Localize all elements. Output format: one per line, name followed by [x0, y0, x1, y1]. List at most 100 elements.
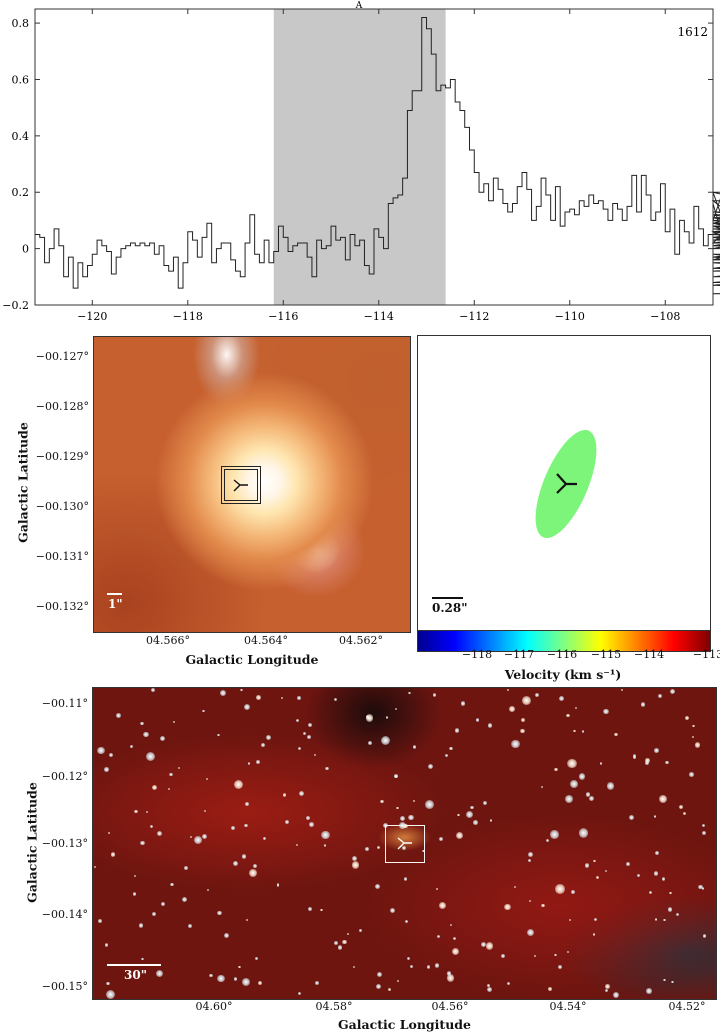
spectrum-x-tick-label: −108	[650, 310, 680, 323]
star	[233, 977, 238, 982]
star	[606, 782, 614, 790]
colorbar-tick-label: −113	[692, 648, 720, 661]
velocity-panel: 0.28" −118 −117 −116 −115 −114 −113 Velocity …	[415, 335, 720, 695]
star	[307, 734, 311, 739]
star	[413, 800, 416, 803]
velocity-scale-bar-label: 0.28"	[432, 601, 468, 615]
star	[554, 767, 558, 771]
spectrum-x-tick-label: −118	[173, 310, 203, 323]
star	[298, 746, 302, 750]
star	[245, 801, 249, 806]
star	[475, 718, 480, 722]
star	[217, 910, 222, 916]
spectrum-x-tick-label: −110	[555, 310, 585, 323]
colorbar-tick-label: −118	[461, 648, 493, 661]
wide-y-tick-label: −00.15°	[41, 980, 88, 993]
velocity-frame: 0.28"	[417, 335, 711, 631]
star	[453, 937, 457, 941]
star	[579, 828, 589, 838]
star	[528, 852, 534, 857]
star	[203, 809, 207, 813]
velocity-scale-bar	[432, 597, 463, 599]
zoom-scale-bar	[107, 593, 122, 595]
maser-marker-icon	[233, 479, 248, 492]
star	[439, 902, 446, 909]
zoom-y-tick-label: −00.128°	[35, 400, 89, 413]
star	[170, 882, 174, 887]
star	[399, 822, 406, 829]
star	[644, 761, 649, 765]
star	[307, 906, 312, 912]
star	[684, 715, 690, 721]
star	[541, 903, 545, 908]
star	[93, 865, 97, 869]
star	[456, 831, 464, 839]
star	[507, 982, 511, 985]
star	[702, 934, 707, 938]
star	[452, 948, 460, 956]
star	[504, 903, 511, 911]
star	[224, 932, 230, 938]
star	[695, 742, 701, 748]
colorbar-tick-label: −114	[633, 648, 665, 661]
star	[648, 890, 652, 894]
star	[584, 863, 590, 868]
star	[446, 974, 454, 982]
star	[241, 854, 247, 859]
star	[604, 870, 607, 873]
star	[172, 721, 176, 724]
zoom-scale-bar-label: 1"	[108, 597, 123, 611]
star	[501, 954, 506, 959]
star	[665, 761, 669, 765]
star	[460, 701, 466, 706]
star	[299, 790, 305, 796]
star	[625, 862, 630, 867]
wide-x-tick-label: 04.54°	[549, 1000, 587, 1013]
zoom-x-axis-label: Galactic Longitude	[185, 652, 319, 667]
star	[603, 708, 609, 715]
spectrum-frequency-label: 1612	[677, 25, 708, 39]
star	[193, 836, 202, 845]
star	[545, 838, 549, 842]
spectrum-y-tick-label: 0	[22, 243, 29, 256]
star	[570, 890, 575, 895]
star	[566, 713, 570, 717]
star	[157, 831, 163, 836]
star	[446, 971, 452, 976]
star	[297, 696, 301, 700]
star	[412, 745, 417, 749]
star	[682, 811, 687, 816]
star	[138, 923, 144, 928]
star	[256, 760, 260, 764]
star	[282, 793, 287, 797]
zoom-y-tick-label: −00.132°	[35, 600, 89, 613]
star	[140, 840, 145, 846]
star	[104, 943, 109, 947]
star	[177, 767, 181, 770]
star	[566, 950, 570, 954]
star	[134, 809, 138, 814]
wide-x-tick-label: 04.58°	[315, 1000, 353, 1013]
star	[256, 695, 261, 700]
zoom-panel: 1" −00.127° −00.128° −00.129° −00.130° −00.1…	[0, 330, 415, 675]
star	[605, 989, 609, 993]
spectrum-y-tick-label: 0.6	[12, 73, 30, 86]
star	[380, 735, 390, 745]
star	[434, 963, 440, 968]
star	[181, 896, 187, 902]
star	[640, 702, 645, 707]
star	[234, 780, 244, 790]
star	[436, 934, 440, 938]
star	[169, 772, 173, 776]
star	[231, 825, 236, 830]
star	[457, 813, 460, 816]
star	[675, 912, 680, 916]
spectrum-shaded-range	[273, 9, 446, 305]
star	[321, 830, 330, 840]
star	[97, 747, 105, 755]
star	[435, 887, 439, 890]
star	[253, 864, 258, 868]
star	[691, 735, 694, 739]
zoom-y-tick-label: −00.129°	[35, 450, 89, 463]
star	[522, 696, 532, 705]
